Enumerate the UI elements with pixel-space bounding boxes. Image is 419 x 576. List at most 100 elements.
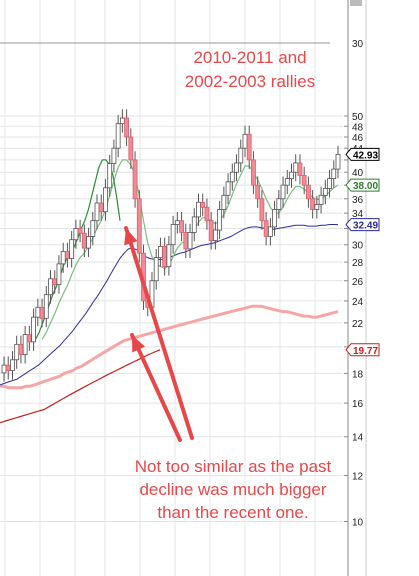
tick-label: 34	[352, 209, 364, 220]
candle-down	[81, 232, 87, 249]
candle	[111, 139, 117, 173]
candle-up	[293, 162, 299, 173]
annotation-top-line-1: 2010-2011 and	[193, 48, 307, 67]
candle-up	[31, 316, 36, 343]
candle-up	[166, 244, 172, 268]
candle	[128, 128, 134, 169]
candle-up	[234, 162, 239, 173]
candle-up	[267, 226, 273, 237]
candle-up	[35, 306, 41, 318]
candle	[225, 173, 231, 205]
candle	[246, 125, 252, 169]
candle-up	[196, 201, 201, 218]
candle-up	[69, 239, 75, 259]
candle	[187, 223, 193, 258]
annotation-bottom-line-1: Not too similar as the past	[134, 457, 332, 476]
candle	[196, 193, 201, 226]
candle	[179, 212, 184, 242]
price-label: 38.00	[345, 178, 380, 192]
tick-label: 28	[352, 258, 364, 269]
annotation-bottom-line-2: decline was much bigger	[139, 480, 327, 499]
price-label-box	[345, 178, 380, 192]
candle	[335, 145, 341, 179]
candle	[289, 163, 294, 188]
tick-label: 48	[352, 122, 364, 133]
annotation-top-line-2: 2002-2003 rallies	[184, 72, 316, 91]
candle	[217, 200, 223, 239]
price-label: 32.49	[345, 218, 380, 232]
tick-label: 18	[352, 369, 364, 380]
arrow-to-recent-decline-head	[132, 335, 146, 353]
candle-down	[179, 220, 184, 233]
candle	[166, 236, 172, 276]
candle-down	[255, 184, 261, 200]
price-axis: 1012141618202224262830343640444648503042…	[344, 0, 380, 576]
candle	[77, 219, 83, 243]
candle	[86, 227, 91, 258]
candle	[238, 139, 244, 172]
candle-up	[276, 198, 282, 210]
candle	[234, 154, 239, 182]
candle-down	[183, 232, 189, 250]
candle	[115, 115, 121, 158]
price-label: 42.93	[345, 147, 380, 161]
candle-down	[251, 159, 256, 186]
candle-up	[217, 209, 223, 231]
candle	[314, 195, 320, 219]
candle-up	[119, 117, 125, 125]
candle	[204, 198, 210, 230]
candle-up	[14, 343, 20, 361]
candle-down	[98, 202, 104, 213]
candle-up	[10, 359, 15, 372]
tick-label: 14	[352, 433, 364, 444]
candle-down	[306, 184, 311, 200]
candle-up	[158, 245, 163, 259]
candle-down	[124, 117, 130, 138]
candle-down	[310, 198, 316, 210]
candle-up	[335, 154, 341, 170]
candle	[48, 270, 53, 304]
candle	[136, 190, 142, 263]
candle	[69, 231, 75, 268]
candle-down	[208, 220, 214, 241]
candle	[107, 154, 113, 197]
candle	[267, 218, 273, 246]
candle	[327, 169, 332, 198]
candle-up	[272, 209, 277, 228]
tick-label: 50	[352, 112, 364, 123]
candle-down	[39, 306, 45, 319]
candle-down	[128, 136, 134, 161]
tick-label: 16	[352, 399, 364, 410]
candle	[22, 325, 28, 364]
candle-up	[73, 228, 79, 241]
arrow-to-past-decline-shaft	[124, 226, 194, 440]
price-label-text: 42.93	[353, 150, 378, 161]
candle	[306, 176, 311, 208]
candle	[212, 221, 218, 250]
candle-down	[297, 162, 303, 176]
candle-down	[26, 334, 32, 343]
candle-up	[174, 220, 180, 225]
price-label-text: 38.00	[353, 181, 378, 192]
price-label-text: 32.49	[353, 221, 378, 232]
annotation-arrows	[124, 226, 194, 442]
candle-down	[200, 201, 206, 208]
price-label-box	[345, 147, 380, 161]
candle-down	[204, 206, 210, 222]
tick-label: 12	[352, 472, 364, 483]
candle-up	[221, 194, 227, 210]
candle-up	[111, 147, 117, 164]
candle-down	[301, 174, 307, 186]
candle-down	[52, 278, 58, 286]
annotation-bottom-line-3: than the recent one.	[157, 503, 309, 522]
candle-up	[225, 181, 231, 196]
candle-up	[238, 147, 244, 164]
candle-down	[77, 228, 83, 234]
candle-up	[170, 224, 176, 246]
candle-down	[259, 198, 265, 222]
arrow-to-recent-decline-shaft	[130, 333, 182, 442]
candle	[331, 160, 337, 188]
candle-up	[60, 251, 66, 265]
candle	[255, 176, 261, 208]
